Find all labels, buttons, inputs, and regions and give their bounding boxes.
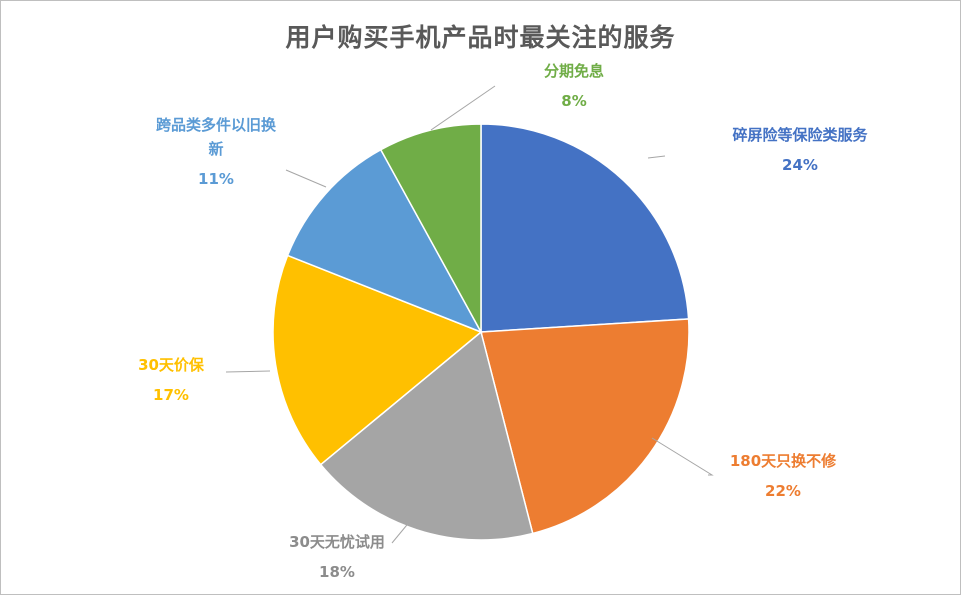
slice-label: 30天无忧试用 xyxy=(289,533,385,551)
leader-line xyxy=(651,437,714,476)
slice-label: 碎屏险等保险类服务 xyxy=(732,126,868,144)
pie-slice xyxy=(272,254,483,466)
pie-slice xyxy=(379,123,482,333)
pie-slice xyxy=(480,318,690,535)
slice-value-label: 11% xyxy=(198,170,234,188)
pie-slice xyxy=(319,330,534,541)
slice-value-label: 24% xyxy=(782,156,818,174)
slice-label: 跨品类多件以旧换新 xyxy=(156,116,277,158)
slice-label: 分期免息 xyxy=(544,62,604,80)
chart-title: 用户购买手机产品时最关注的服务 xyxy=(285,23,676,52)
slice-label: 30天价保 xyxy=(138,356,205,374)
leader-line xyxy=(647,155,666,159)
leader-line xyxy=(225,370,271,373)
slice-value-label: 18% xyxy=(319,563,355,581)
leader-line xyxy=(285,169,327,188)
pie-slice xyxy=(480,123,690,333)
leader-line xyxy=(430,85,496,131)
slice-value-label: 22% xyxy=(765,482,801,500)
slice-label: 180天只换不修 xyxy=(730,452,837,470)
pie-slice xyxy=(286,148,483,334)
slice-value-label: 8% xyxy=(561,92,586,110)
leader-line xyxy=(391,519,412,544)
slice-value-label: 17% xyxy=(153,386,189,404)
